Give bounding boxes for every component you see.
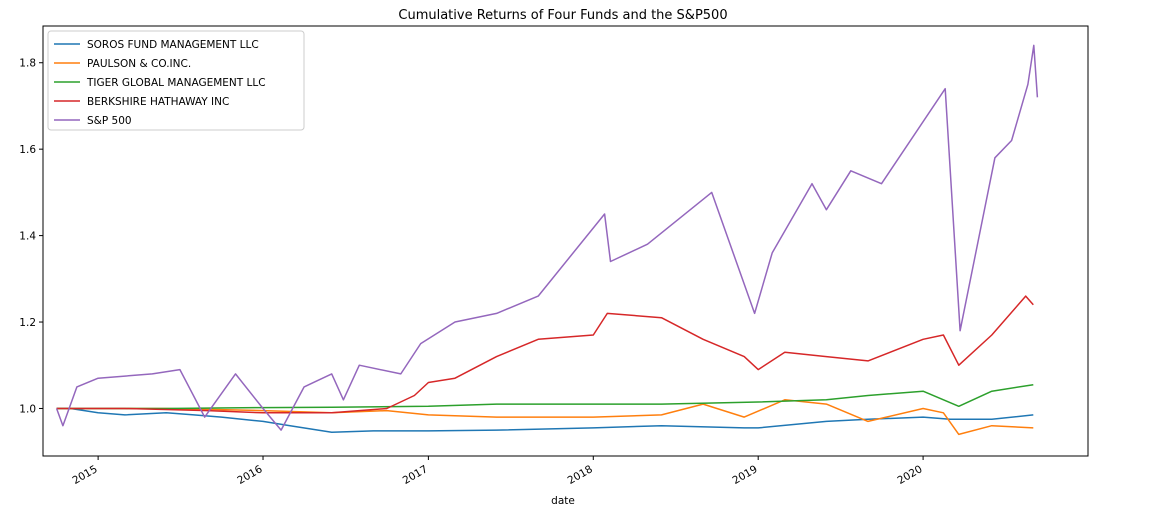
legend-label-3: BERKSHIRE HATHAWAY INC: [87, 96, 229, 108]
y-tick-label: 1.8: [19, 58, 36, 70]
y-tick-label: 1.0: [19, 403, 36, 415]
series-line-4: [55, 44, 1039, 431]
series-line-3: [56, 295, 1034, 414]
series-line-0: [56, 407, 1034, 433]
plot-frame: [42, 25, 1089, 457]
x-axis-label: date: [551, 495, 575, 506]
legend-label-2: TIGER GLOBAL MANAGEMENT LLC: [86, 77, 266, 89]
y-axis: 1.0 1.2 1.4 1.6 1.8: [19, 58, 43, 415]
legend: SOROS FUND MANAGEMENT LLC PAULSON & CO.IN…: [47, 30, 305, 131]
series-line-1: [56, 399, 1034, 436]
series-layer: [55, 44, 1039, 436]
legend-box: [47, 30, 305, 131]
series-line-2: [56, 383, 1034, 410]
legend-label-1: PAULSON & CO.INC.: [87, 58, 191, 70]
y-tick-label: 1.4: [19, 231, 36, 243]
y-tick-label: 1.2: [19, 317, 36, 329]
legend-label-4: S&P 500: [87, 115, 132, 127]
chart-title: Cumulative Returns of Four Funds and the…: [398, 8, 727, 23]
legend-label-0: SOROS FUND MANAGEMENT LLC: [87, 39, 259, 51]
legend-entries: SOROS FUND MANAGEMENT LLC PAULSON & CO.IN…: [54, 39, 266, 127]
y-tick-label: 1.6: [19, 144, 36, 156]
